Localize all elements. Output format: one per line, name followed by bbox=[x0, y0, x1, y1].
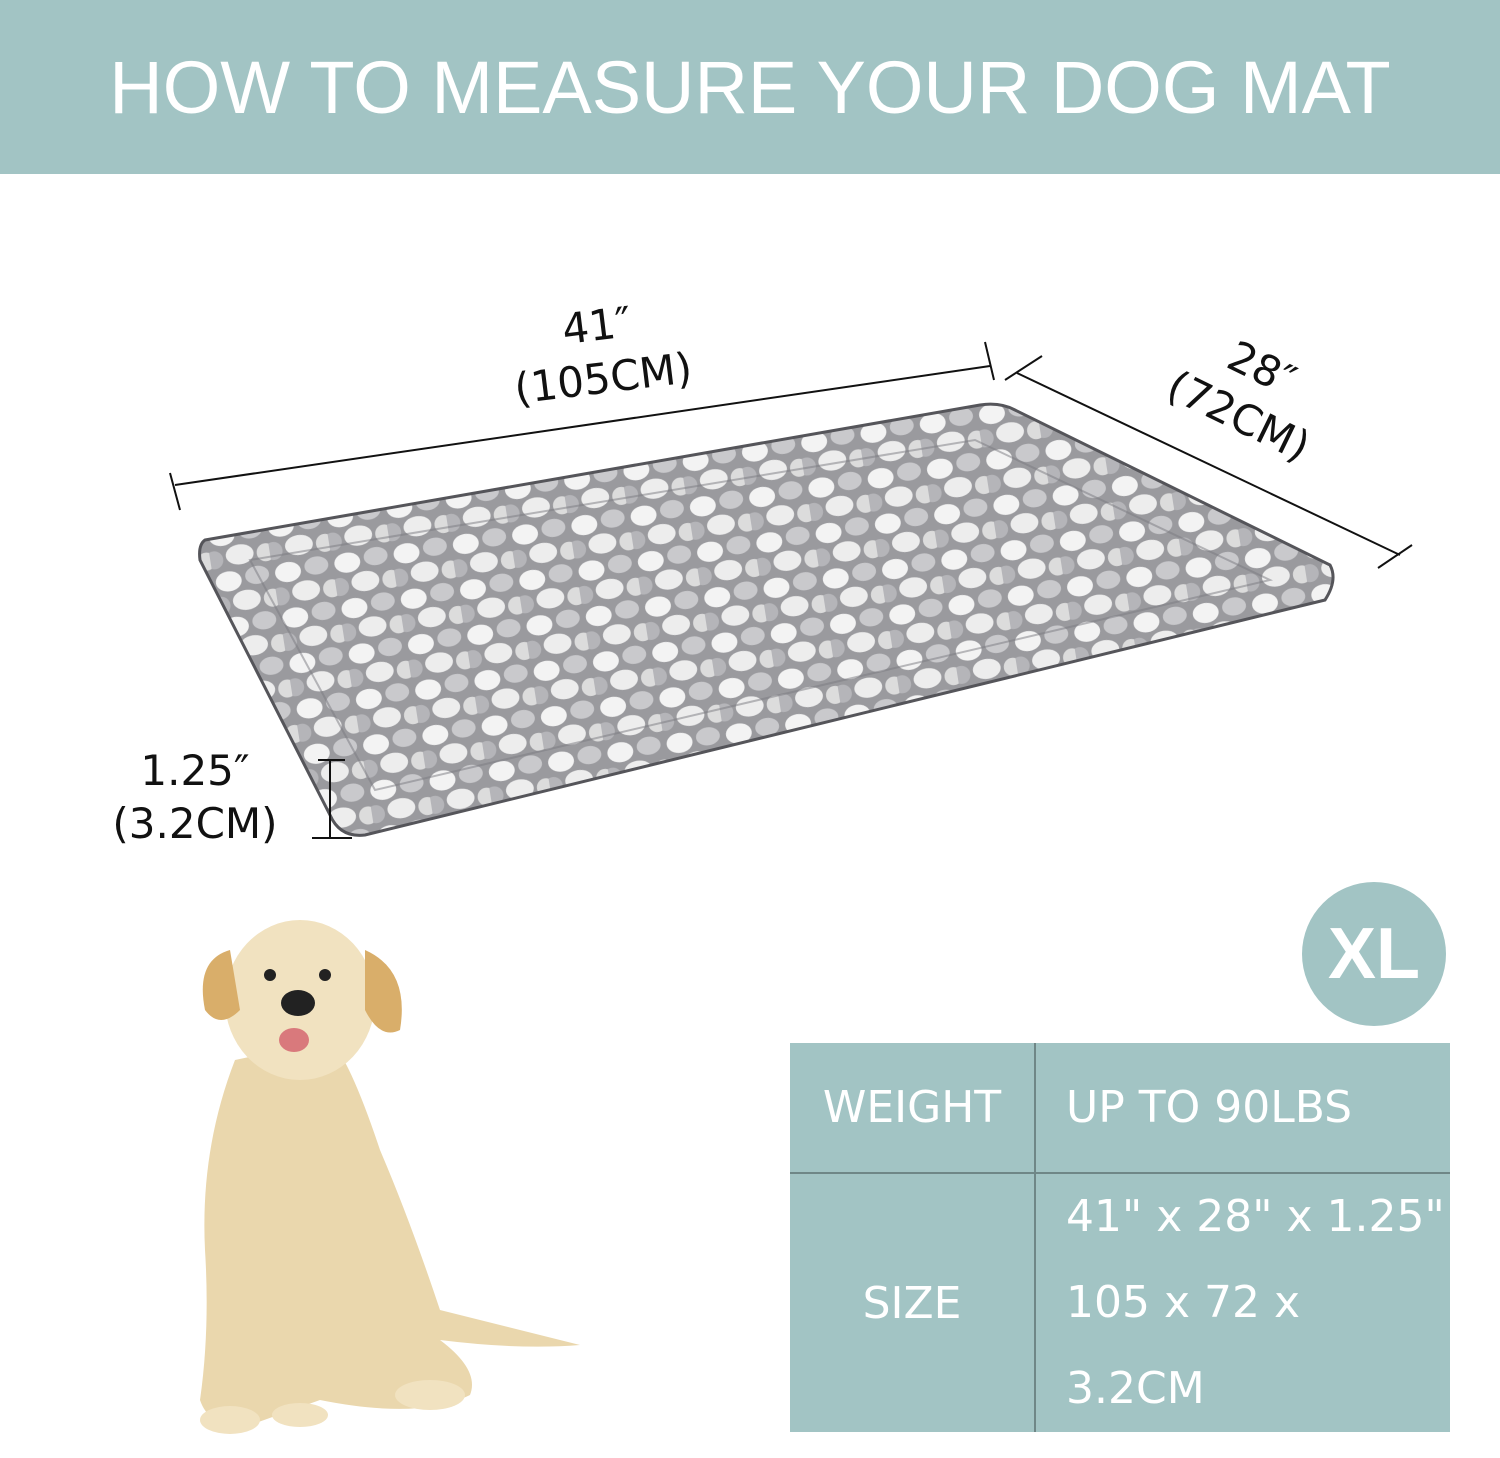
size-label: SIZE bbox=[790, 1172, 1036, 1432]
table-row: SIZE 41" x 28" x 1.25" 105 x 72 x 3.2CM bbox=[790, 1172, 1450, 1432]
spec-table: WEIGHT UP TO 90LBS SIZE 41" x 28" x 1.25… bbox=[790, 1043, 1450, 1432]
weight-value: UP TO 90LBS bbox=[1066, 1081, 1353, 1133]
header-banner: HOW TO MEASURE YOUR DOG MAT bbox=[0, 0, 1500, 174]
dog-image bbox=[200, 920, 580, 1434]
width-line bbox=[1016, 372, 1401, 556]
thickness-label: 1.25″ (3.2CM) bbox=[95, 745, 295, 850]
weight-label: WEIGHT bbox=[790, 1043, 1036, 1174]
thickness-inches: 1.25″ bbox=[140, 746, 250, 795]
size-badge: XL bbox=[1302, 882, 1446, 1026]
thickness-cm: (3.2CM) bbox=[112, 798, 278, 848]
table-row: WEIGHT UP TO 90LBS bbox=[790, 1043, 1450, 1174]
size-value-inches: 41" x 28" x 1.25" bbox=[1066, 1191, 1445, 1242]
page-title: HOW TO MEASURE YOUR DOG MAT bbox=[109, 45, 1391, 129]
measure-lines bbox=[169, 341, 1413, 839]
size-value-cm: 105 x 72 x 3.2CM bbox=[1066, 1277, 1301, 1414]
length-line bbox=[174, 365, 991, 486]
dog-mat bbox=[198, 402, 1335, 837]
